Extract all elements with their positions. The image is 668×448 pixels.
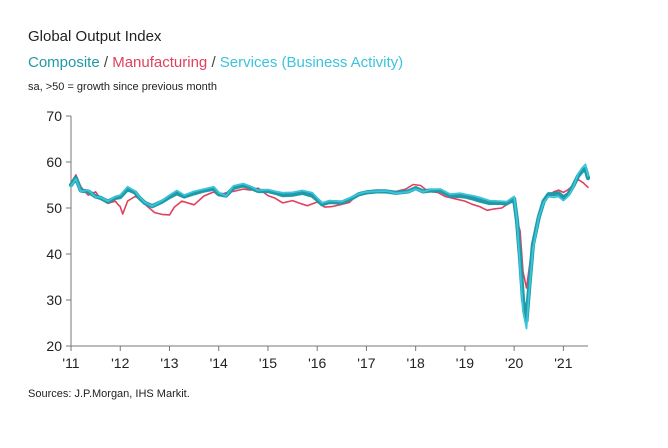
chart-title: Global Output Index (28, 28, 162, 45)
chart-subtitle-legend: Composite / Manufacturing / Services (Bu… (28, 54, 403, 71)
x-tick-label: '18 (407, 355, 425, 371)
x-tick-label: '12 (111, 355, 129, 371)
x-tick-label: '13 (160, 355, 178, 371)
x-tick-label: '15 (259, 355, 277, 371)
series-line-services (70, 163, 589, 330)
y-tick-label: 70 (46, 108, 62, 124)
x-tick-label: '16 (308, 355, 326, 371)
chart-note: sa, >50 = growth since previous month (28, 81, 217, 93)
chart-source: Sources: J.P.Morgan, IHS Markit. (28, 388, 190, 400)
x-tick-label: '21 (554, 355, 572, 371)
y-tick-label: 20 (46, 338, 62, 354)
y-tick-label: 40 (46, 246, 62, 262)
y-tick-label: 60 (46, 154, 62, 170)
series-line-composite (68, 166, 591, 323)
x-tick-label: '11 (62, 355, 79, 371)
x-tick-label: '14 (210, 355, 228, 371)
x-tick-label: '20 (505, 355, 523, 371)
legend-separator: / (207, 54, 220, 71)
legend-services: Services (Business Activity) (219, 54, 404, 71)
series-line-manufacturing (70, 174, 589, 289)
x-tick-label: '17 (357, 355, 375, 371)
y-tick-label: 30 (46, 292, 62, 308)
legend-manufacturing: Manufacturing (112, 54, 208, 71)
y-tick-label: 50 (46, 200, 62, 216)
x-tick-label: '19 (456, 355, 474, 371)
legend-composite: Composite (28, 54, 100, 71)
legend-separator: / (99, 54, 113, 71)
